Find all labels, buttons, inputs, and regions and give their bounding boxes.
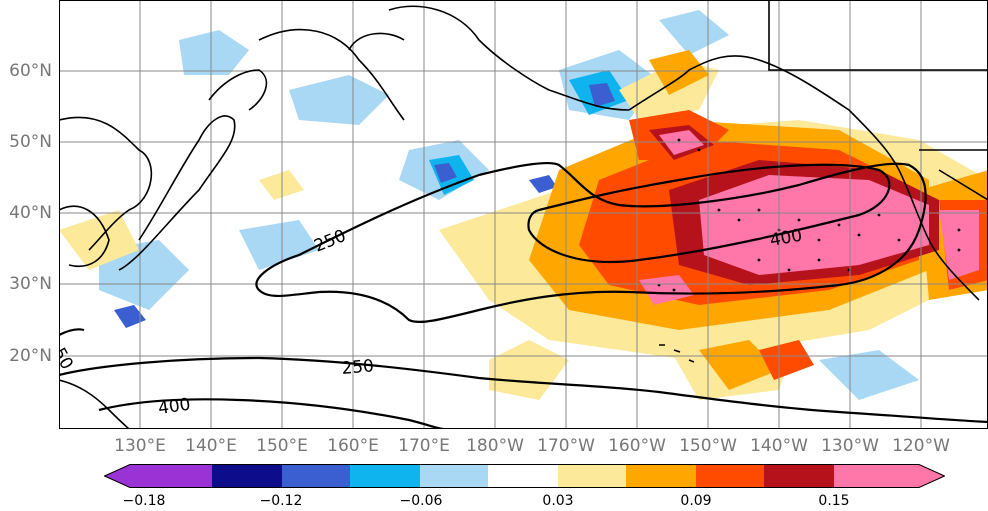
colorbar-tick-label: 0.09 — [680, 493, 712, 509]
lon-label-130w: 130°W — [821, 436, 879, 456]
colorbar-outline — [104, 464, 945, 488]
geopotential-contours — [59, 161, 988, 429]
coastlines — [59, 0, 988, 429]
colorbar-segment — [420, 464, 488, 488]
lat-label-50n: 50°N — [9, 132, 52, 152]
lon-label-160e: 160°E — [327, 436, 379, 456]
contour-label: 250 — [311, 226, 349, 257]
colorbar-segment — [104, 464, 212, 488]
lon-label-150e: 150°E — [256, 436, 308, 456]
lon-label-160w: 160°W — [608, 436, 666, 456]
lon-label-120w: 120°W — [892, 436, 950, 456]
colorbar-segment — [488, 464, 558, 488]
lon-label-130e: 130°E — [114, 436, 166, 456]
colorbar-tick-label: −0.06 — [399, 493, 443, 509]
colorbar-segment — [764, 464, 834, 488]
positive-anomaly-shading — [59, 50, 988, 400]
colorbar-segment — [350, 464, 420, 488]
negative-anomaly-shading — [99, 10, 919, 400]
contour-label: 250 — [341, 356, 375, 379]
lat-label-20n: 20°N — [9, 346, 52, 366]
lon-label-180w: 180°W — [466, 436, 524, 456]
contour-label: 50 — [59, 345, 77, 374]
colorbar — [104, 464, 945, 488]
colorbar-segment — [834, 464, 945, 488]
map-panel: 250 400 250 400 50 — [59, 0, 988, 429]
lat-label-60n: 60°N — [9, 61, 52, 81]
lon-label-140e: 140°E — [185, 436, 237, 456]
colorbar-segment — [212, 464, 282, 488]
colorbar-tick-label: 0.15 — [818, 493, 850, 509]
lon-label-140w: 140°W — [750, 436, 808, 456]
colorbar-segment — [558, 464, 626, 488]
lat-label-40n: 40°N — [9, 203, 52, 223]
colorbar-segment — [626, 464, 696, 488]
map-canvas: 250 400 250 400 50 — [59, 0, 988, 429]
lon-label-150w: 150°W — [679, 436, 737, 456]
graticule — [59, 0, 988, 429]
contour-label-group: 250 400 250 400 50 — [59, 226, 804, 419]
colorbar-segment — [696, 464, 764, 488]
lon-label-170w: 170°W — [537, 436, 595, 456]
contour-label: 400 — [157, 395, 192, 419]
colorbar-segment — [282, 464, 350, 488]
lat-label-30n: 30°N — [9, 274, 52, 294]
colorbar-tick-label: −0.18 — [122, 493, 166, 509]
colorbar-tick-label: −0.12 — [259, 493, 303, 509]
colorbar-tick-label: 0.03 — [542, 493, 574, 509]
lon-label-170e: 170°E — [398, 436, 450, 456]
